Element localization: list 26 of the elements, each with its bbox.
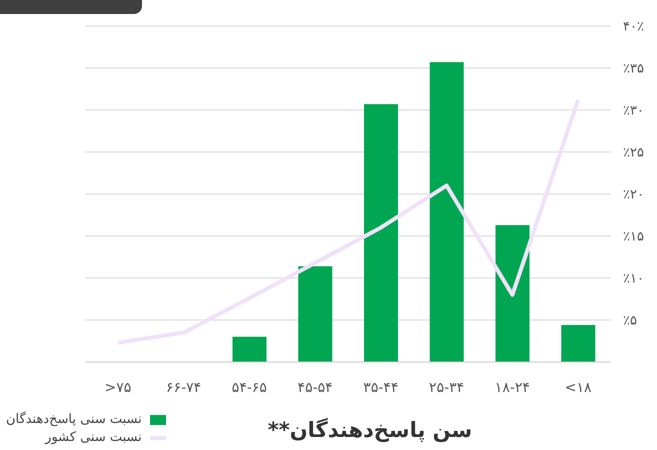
bar [364,104,398,362]
legend-label: نسبت سنی کشور [45,429,142,447]
bar [430,62,464,362]
line-series [116,98,580,345]
x-axis-title: سن پاسخ‌دهندگان** [266,418,474,442]
x-tick-label: >۷۵ [104,380,132,396]
x-tick-label: ۴۵-۵۴ [298,380,333,396]
y-tick-label: ۴۰٪ [623,20,644,35]
y-tick-label: ٪۳۵ [623,62,644,77]
bar [496,225,530,362]
x-tick-label: ۱۸-۲۴ [494,380,530,396]
y-tick-label: ٪۱۵ [623,230,644,245]
y-tick-label: ٪۲۵ [623,146,644,161]
bar [232,336,266,362]
x-tick-label: ۳۵-۴۴ [363,380,398,396]
x-tick-label: ۲۵-۳۴ [429,380,464,396]
y-tick-label: ٪۱۰ [623,272,644,287]
y-tick-label: ٪۳۰ [623,104,644,119]
y-tick-label: ٪۲۰ [623,188,644,203]
x-tick-label: ۶۶-۷۴ [166,380,202,396]
bar [561,325,596,362]
y-tick-label: ٪۵ [623,314,637,329]
legend-label: نسبت سنی پاسخ‌دهندگان [6,411,142,429]
bar [298,266,332,362]
x-tick-label: <۱۸ [564,380,592,396]
x-tick-label: ۵۴-۶۵ [232,380,267,396]
